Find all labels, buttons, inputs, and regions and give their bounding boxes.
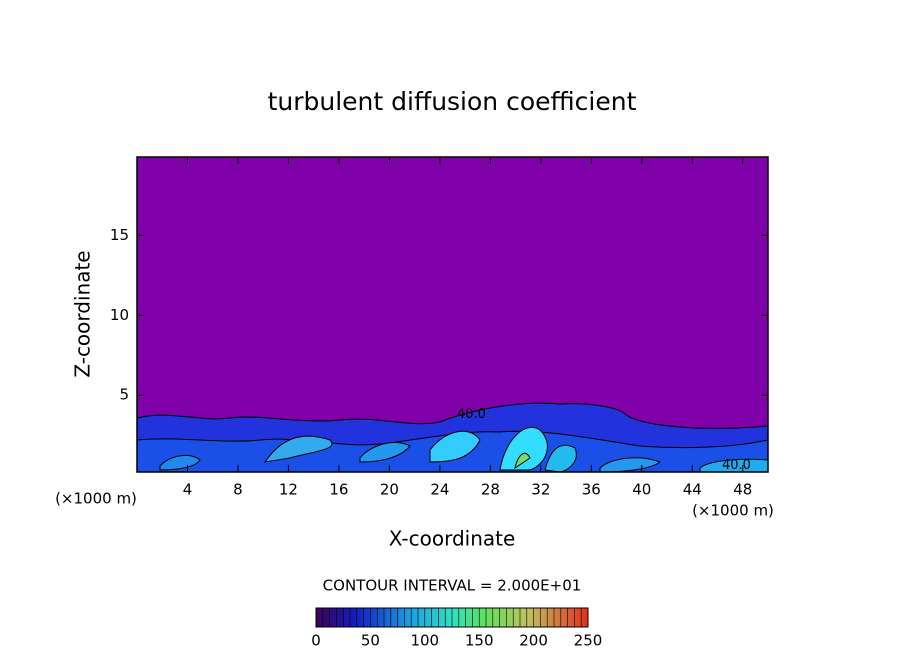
y-axis-label: Z-coordinate bbox=[71, 250, 95, 377]
y-tick-label: 15 bbox=[110, 226, 129, 244]
x-tick-label: 12 bbox=[279, 481, 298, 499]
x-tick-label: 40 bbox=[632, 481, 651, 499]
x-tick-label: 36 bbox=[582, 481, 601, 499]
y-tick-label: 5 bbox=[119, 386, 129, 404]
y-tick-label: 10 bbox=[110, 306, 129, 324]
colorbar-tick-label: 0 bbox=[311, 632, 321, 650]
x-tick-label: 44 bbox=[683, 481, 702, 499]
plot-frame bbox=[136, 156, 769, 473]
contour-field bbox=[137, 157, 768, 472]
contour-label: 40.0 bbox=[722, 458, 751, 473]
x-tick-label: 28 bbox=[481, 481, 500, 499]
colorbar-tick-label: 100 bbox=[410, 632, 439, 650]
x-tick-label: 4 bbox=[183, 481, 193, 499]
x-unit-label: (×1000 m) bbox=[55, 490, 137, 508]
chart-title: turbulent diffusion coefficient bbox=[268, 87, 637, 116]
colorbar-tick-label: 150 bbox=[465, 632, 494, 650]
x-tick-label: 24 bbox=[430, 481, 449, 499]
contour-label: 40.0 bbox=[457, 407, 486, 422]
colorbar-tick-label: 250 bbox=[574, 632, 603, 650]
x-tick-label: 16 bbox=[329, 481, 348, 499]
contour-interval: CONTOUR INTERVAL = 2.000E+01 bbox=[323, 577, 582, 595]
x-tick-label: 48 bbox=[733, 481, 752, 499]
colorbar-tick-label: 50 bbox=[361, 632, 380, 650]
x-tick-label: 20 bbox=[380, 481, 399, 499]
colorbar-tick-label: 200 bbox=[519, 632, 548, 650]
x-unit-label: (×1000 m) bbox=[692, 502, 774, 520]
x-tick-label: 32 bbox=[531, 481, 550, 499]
x-tick-label: 8 bbox=[233, 481, 243, 499]
x-axis-label: X-coordinate bbox=[389, 527, 516, 551]
